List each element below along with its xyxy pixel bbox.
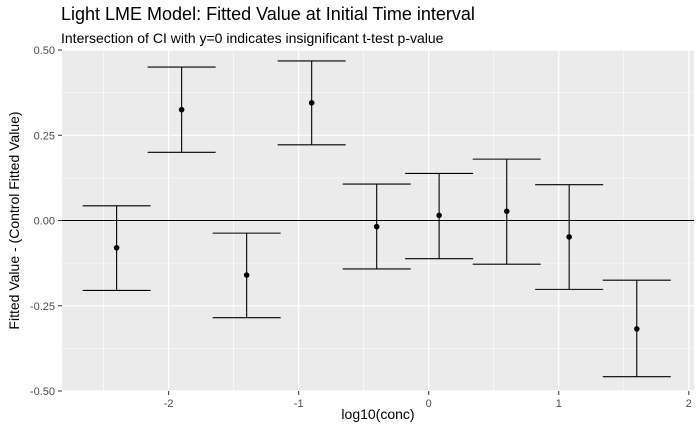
y-axis-label: Fitted Value - (Control Fitted Value) <box>6 111 22 329</box>
y-tick-label: 0.25 <box>34 130 55 142</box>
y-tick-label: 0.00 <box>34 216 55 228</box>
data-point-7 <box>503 208 510 215</box>
y-tick-label: -0.50 <box>30 386 55 398</box>
data-point-8 <box>566 234 572 240</box>
data-point-4 <box>308 100 315 106</box>
chart-title: Light LME Model: Fitted Value at Initial… <box>61 4 475 24</box>
x-axis-label: log10(conc) <box>341 406 414 422</box>
data-point-2 <box>178 106 185 113</box>
x-tick-label: 2 <box>686 398 692 410</box>
data-point-6 <box>436 212 442 219</box>
x-tick-label: 0 <box>426 398 432 410</box>
y-tick-label: 0.50 <box>34 45 55 57</box>
data-point-9 <box>633 326 640 332</box>
data-point-3 <box>243 272 250 278</box>
data-point-1 <box>113 244 120 251</box>
x-tick-label: -1 <box>294 398 304 410</box>
data-point-5 <box>373 223 380 230</box>
chart-subtitle: Intersection of CI with y=0 indicates in… <box>61 30 444 46</box>
x-tick-label: -2 <box>164 398 174 410</box>
y-tick-label: -0.25 <box>30 301 55 313</box>
x-tick-label: 1 <box>556 398 562 410</box>
